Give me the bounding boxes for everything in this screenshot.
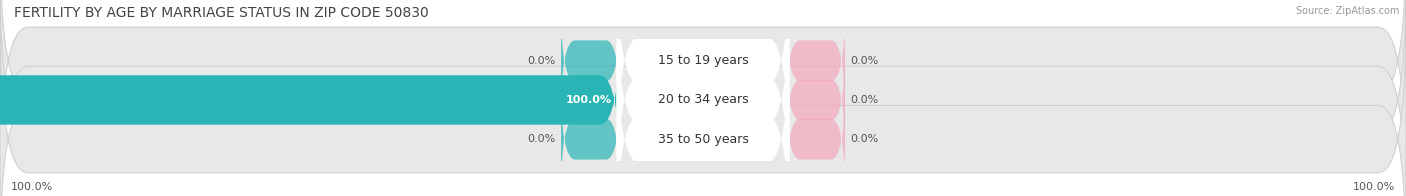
Text: 100.0%: 100.0% — [11, 182, 53, 192]
FancyBboxPatch shape — [616, 0, 790, 173]
Text: 100.0%: 100.0% — [565, 95, 612, 105]
FancyBboxPatch shape — [561, 81, 620, 196]
FancyBboxPatch shape — [786, 81, 845, 196]
Text: 35 to 50 years: 35 to 50 years — [658, 133, 748, 146]
FancyBboxPatch shape — [616, 27, 790, 196]
Text: 15 to 19 years: 15 to 19 years — [658, 54, 748, 67]
FancyBboxPatch shape — [0, 16, 1406, 196]
Text: 0.0%: 0.0% — [851, 134, 879, 144]
Text: FERTILITY BY AGE BY MARRIAGE STATUS IN ZIP CODE 50830: FERTILITY BY AGE BY MARRIAGE STATUS IN Z… — [14, 6, 429, 20]
FancyBboxPatch shape — [0, 0, 1406, 184]
Text: Source: ZipAtlas.com: Source: ZipAtlas.com — [1295, 6, 1399, 16]
Text: 0.0%: 0.0% — [527, 56, 555, 66]
FancyBboxPatch shape — [786, 42, 845, 158]
FancyBboxPatch shape — [786, 3, 845, 119]
Text: 0.0%: 0.0% — [851, 56, 879, 66]
Text: 100.0%: 100.0% — [1353, 182, 1395, 192]
Text: 20 to 34 years: 20 to 34 years — [658, 93, 748, 106]
FancyBboxPatch shape — [561, 3, 620, 119]
Text: 0.0%: 0.0% — [527, 134, 555, 144]
Text: 0.0%: 0.0% — [851, 95, 879, 105]
FancyBboxPatch shape — [616, 0, 790, 196]
FancyBboxPatch shape — [0, 7, 621, 193]
